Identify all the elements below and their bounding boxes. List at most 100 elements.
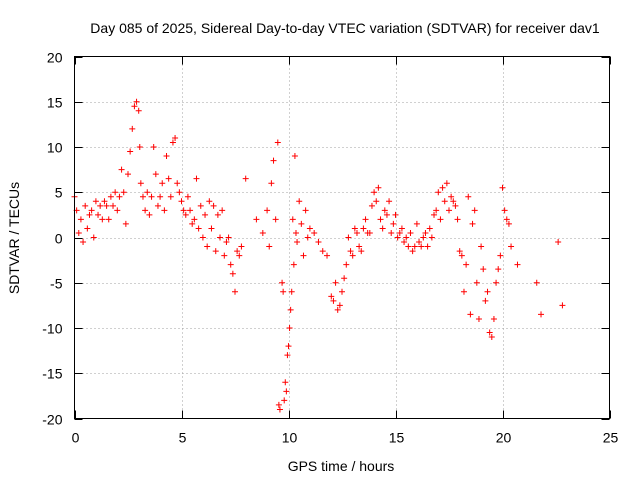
data-point — [238, 243, 245, 250]
data-point — [377, 216, 384, 223]
x-tick-label: 25 — [603, 430, 619, 446]
data-point — [366, 229, 373, 236]
data-point — [139, 193, 146, 200]
data-point — [392, 211, 399, 218]
data-point — [288, 288, 295, 295]
data-point — [439, 184, 446, 191]
data-point — [193, 175, 200, 182]
data-point — [101, 198, 108, 205]
data-point — [300, 252, 307, 259]
data-point — [424, 243, 431, 250]
data-point — [379, 225, 386, 232]
data-point — [469, 220, 476, 227]
y-tick-label: 0 — [55, 231, 63, 247]
data-point — [242, 175, 249, 182]
data-point — [90, 234, 97, 241]
data-point — [202, 211, 209, 218]
data-point — [236, 252, 243, 259]
data-point — [97, 202, 104, 209]
data-point — [172, 134, 179, 141]
data-point — [114, 207, 121, 214]
data-point — [441, 198, 448, 205]
data-point — [133, 98, 140, 105]
data-point — [99, 216, 106, 223]
data-point — [454, 216, 461, 223]
data-point — [229, 270, 236, 277]
data-point — [349, 252, 356, 259]
data-point — [103, 202, 110, 209]
data-point — [274, 139, 281, 146]
data-point — [191, 216, 198, 223]
data-point — [388, 229, 395, 236]
data-point — [486, 329, 493, 336]
data-point — [358, 248, 365, 255]
data-point — [150, 144, 157, 150]
data-point — [217, 234, 224, 241]
data-point — [538, 311, 545, 318]
data-point — [286, 325, 293, 331]
data-point — [282, 379, 289, 386]
data-point — [214, 211, 221, 218]
data-point — [135, 107, 142, 114]
data-point — [287, 306, 294, 313]
data-point — [180, 207, 187, 214]
data-point — [347, 248, 354, 255]
y-tick-label: 5 — [55, 185, 63, 201]
data-point — [471, 207, 478, 214]
data-point — [178, 198, 185, 205]
data-point — [157, 193, 164, 200]
data-point — [296, 198, 303, 205]
data-point — [306, 225, 313, 232]
data-point — [122, 220, 129, 227]
data-point — [353, 229, 360, 236]
data-point — [446, 207, 452, 214]
data-point — [499, 184, 506, 191]
data-point — [189, 220, 196, 227]
data-point — [84, 225, 91, 232]
data-point — [435, 189, 442, 196]
data-point — [272, 216, 279, 223]
y-tick-label: 20 — [47, 50, 63, 66]
data-point — [311, 229, 318, 236]
data-point — [75, 229, 82, 236]
data-point — [210, 202, 217, 209]
data-point — [208, 225, 215, 232]
data-point — [80, 239, 87, 246]
data-point — [107, 193, 114, 200]
data-point — [559, 302, 566, 309]
data-point — [176, 189, 183, 196]
data-points — [71, 98, 566, 413]
data-point — [95, 211, 102, 218]
data-point — [505, 220, 512, 227]
data-point — [284, 352, 291, 359]
data-point — [174, 180, 181, 187]
data-point — [351, 225, 358, 232]
data-point — [490, 315, 497, 322]
data-point — [488, 334, 495, 341]
data-point — [336, 302, 343, 309]
data-point — [330, 297, 337, 304]
data-point — [264, 207, 271, 214]
x-tick-label: 0 — [72, 430, 80, 446]
data-point — [324, 252, 331, 259]
data-point — [294, 239, 301, 246]
data-point — [394, 234, 401, 241]
data-point — [375, 184, 382, 191]
data-point — [407, 229, 414, 236]
data-point — [110, 202, 117, 209]
data-point — [396, 229, 403, 236]
data-point — [328, 293, 335, 300]
data-point — [154, 202, 161, 209]
data-point — [290, 261, 297, 268]
data-point — [212, 248, 219, 255]
data-point — [418, 243, 425, 250]
data-point — [276, 406, 283, 413]
data-point — [266, 243, 273, 250]
data-point — [413, 220, 420, 227]
data-point — [332, 279, 339, 286]
plot-frame — [74, 56, 610, 419]
data-point — [420, 234, 427, 241]
x-tick-label: 15 — [389, 430, 405, 446]
data-point — [475, 315, 482, 322]
